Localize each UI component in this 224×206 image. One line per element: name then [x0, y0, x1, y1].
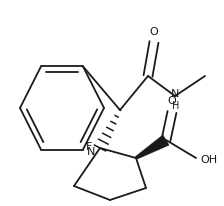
Polygon shape [135, 135, 169, 159]
Text: N: N [87, 147, 95, 157]
Text: OH: OH [200, 155, 217, 165]
Text: O: O [150, 27, 158, 37]
Text: F: F [86, 142, 92, 152]
Text: H: H [172, 101, 180, 111]
Text: N: N [171, 89, 179, 99]
Text: O: O [168, 96, 176, 106]
